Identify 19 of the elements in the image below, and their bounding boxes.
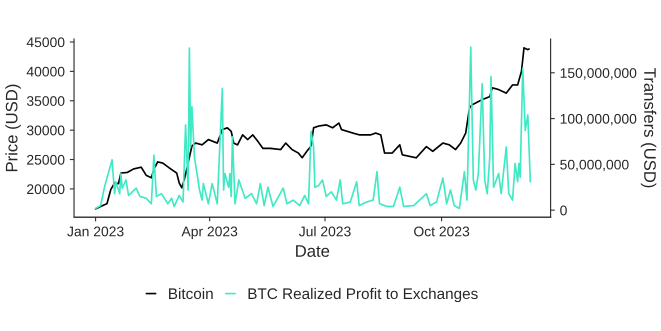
y-tick-label: 35000 <box>26 96 64 106</box>
y2-tick-label: 0 <box>560 206 567 216</box>
y-tick-label: 45000 <box>26 37 64 48</box>
y-tick-label: 20000 <box>27 184 64 194</box>
y-tick-label: 25000 <box>27 154 64 165</box>
y-axis-title: Price (USD) <box>5 84 21 172</box>
y-tick-label: 40000 <box>26 66 64 77</box>
y2-tick-label: 150,000,000 <box>560 68 636 80</box>
y2-tick-label: 50,000,000 <box>560 160 629 172</box>
x-tick-label: Jan 2023 <box>67 226 124 236</box>
x-tick-label: Apr 2023 <box>182 226 238 240</box>
legend-label: Bitcoin <box>169 288 213 300</box>
x-tick-label: Oct 2023 <box>414 226 470 236</box>
y-tick-label: 30000 <box>26 125 64 136</box>
x-tick-label: Jul 2023 <box>298 226 351 236</box>
y2-axis-title: Transfers (USD) <box>640 68 656 188</box>
y2-tick-label: 100,000,000 <box>560 114 636 126</box>
x-axis-title: Date <box>296 245 330 257</box>
legend-label: BTC Realized Profit to Exchanges <box>248 288 478 302</box>
